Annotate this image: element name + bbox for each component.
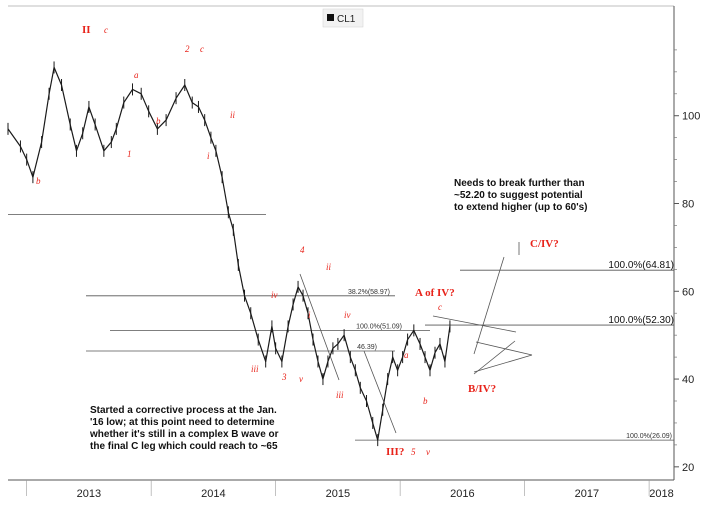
y-tick-label: 100: [682, 111, 700, 123]
wave-label: a: [404, 350, 409, 360]
trend-line: [363, 350, 397, 434]
trendlines: [299, 242, 533, 434]
wave-label: c: [438, 302, 442, 312]
y-tick-label: 80: [682, 199, 694, 211]
level-label: 46.39): [357, 344, 377, 351]
wave-label: 5: [411, 447, 416, 457]
trend-line: [475, 341, 533, 356]
price-layer: [7, 61, 451, 447]
wave-label: 4: [300, 245, 305, 255]
x-tick-label: 2016: [450, 488, 474, 500]
annotation-top: Needs to break further than ~52.20 to su…: [454, 178, 588, 213]
wave-label: c: [200, 44, 204, 54]
wave-label: ii: [326, 262, 332, 272]
x-tick-label: 2018: [649, 488, 673, 500]
x-ticks: 2013 2014 2015 2016 2017 2018: [26, 480, 674, 500]
price-line: [7, 66, 451, 441]
wave-label: v: [426, 447, 430, 457]
legend-label: CL1: [337, 14, 356, 25]
level-label: 100.0%(51.09): [356, 323, 402, 330]
annotation-top-line-2: ~52.20 to suggest potential: [454, 190, 583, 201]
annotation-top-line-3: to extend higher (up to 60's): [454, 202, 588, 213]
x-tick-label: 2013: [77, 488, 101, 500]
y-tick-label: 60: [682, 286, 694, 298]
wave-label: III?: [386, 446, 404, 458]
x-tick-label: 2015: [326, 488, 350, 500]
wave-label: iv: [344, 310, 351, 320]
annotation-top-line-1: Needs to break further than: [454, 178, 585, 189]
wave-label: b: [156, 116, 161, 126]
annotation-bottom-line-3: whether it's still in a complex B wave o…: [89, 429, 279, 440]
level-label: 100.0%(64.81): [608, 260, 674, 271]
level-labels: 100.0%(64.81) 100.0%(52.30) 38.2%(58.97) 10…: [348, 260, 674, 440]
trend-line: [473, 340, 516, 375]
y-tick-label: 20: [682, 462, 694, 474]
wave-label: A of IV?: [415, 287, 455, 299]
wave-label: i: [308, 310, 311, 320]
legend-box: [322, 8, 364, 28]
wave-label: a: [134, 70, 139, 80]
wave-label: b: [36, 176, 41, 186]
legend: CL1: [322, 8, 364, 28]
wave-label: B/IV?: [468, 383, 496, 395]
annotation-bottom-line-2: '16 low; at this point need to determine: [90, 417, 275, 428]
wave-label: c: [104, 25, 108, 35]
wave-label: i: [207, 151, 210, 161]
wave-label: 2: [185, 44, 190, 54]
wave-label: iv: [271, 290, 278, 300]
annotation-bottom-line-1: Started a corrective process at the Jan.: [90, 405, 277, 416]
wave-label: II: [82, 24, 91, 36]
wave-label: 1: [127, 149, 132, 159]
y-tick-label: 40: [682, 374, 694, 386]
level-lines: [8, 214, 674, 441]
wave-label: ii: [230, 110, 236, 120]
wave-label: b: [423, 396, 428, 406]
wave-label: iii: [336, 390, 344, 400]
trend-line: [299, 273, 340, 381]
trend-line: [473, 354, 533, 373]
legend-swatch: [327, 14, 334, 21]
trend-line: [473, 256, 505, 355]
wave-label: v: [299, 374, 303, 384]
wave-label: 3: [281, 372, 287, 382]
annotation-bottom: Started a corrective process at the Jan.…: [89, 405, 279, 452]
y-ticks: 100 80 60 40 20: [674, 49, 700, 474]
level-label: 100.0%(26.09): [626, 433, 672, 440]
wave-label: C/IV?: [530, 238, 559, 250]
wave-label: iii: [251, 364, 259, 374]
level-label: 38.2%(58.97): [348, 289, 390, 296]
x-tick-label: 2014: [201, 488, 225, 500]
x-tick-label: 2017: [575, 488, 599, 500]
annotation-bottom-line-4: the final C leg which could reach to ~65: [90, 441, 278, 452]
level-label: 100.0%(52.30): [608, 315, 674, 326]
trend-line: [432, 315, 517, 333]
